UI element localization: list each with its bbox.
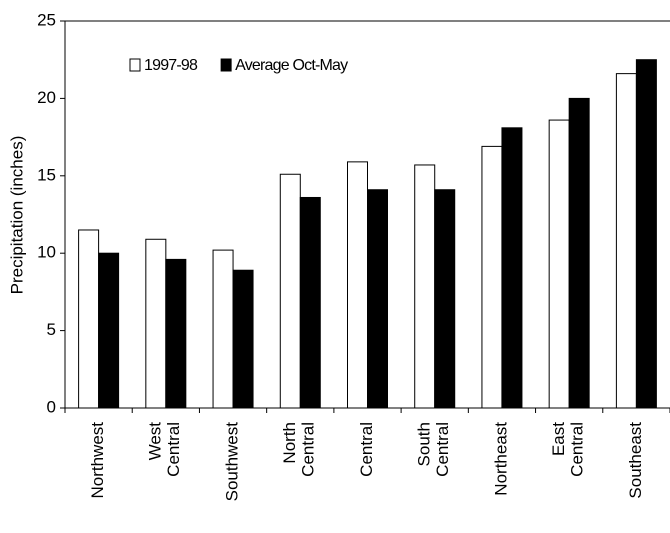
bar — [635, 59, 657, 409]
y-tick-label: 0 — [47, 397, 56, 416]
y-tick-label: 25 — [37, 10, 56, 29]
x-tick-label: WestCentral — [146, 422, 184, 477]
legend-label: Average Oct-May — [235, 57, 348, 74]
x-tick-label: SouthCentral — [415, 422, 453, 477]
bar — [481, 145, 503, 409]
x-tick-label: Northeast — [491, 422, 510, 496]
x-tick-label: Southeast — [626, 422, 645, 499]
bar — [367, 189, 388, 409]
bar — [347, 161, 368, 409]
y-tick-label: 15 — [37, 165, 56, 184]
bar — [414, 164, 436, 409]
bar — [145, 238, 167, 409]
legend-swatch — [129, 58, 141, 72]
y-axis-label: Precipitation (inches) — [7, 136, 26, 295]
y-tick-label: 10 — [37, 243, 56, 262]
bar — [212, 249, 234, 409]
bar — [98, 252, 120, 409]
legend-label: 1997-98 — [144, 57, 198, 74]
bar — [165, 258, 187, 409]
x-tick-label: Southwest — [223, 422, 242, 502]
bar — [232, 269, 254, 409]
bar — [299, 196, 321, 409]
bar — [615, 73, 637, 409]
y-tick-label: 20 — [37, 88, 56, 107]
x-tick-label: Central — [357, 422, 376, 477]
bar — [434, 189, 456, 409]
y-tick-label: 5 — [47, 320, 56, 339]
x-tick-label: NorthCentral — [280, 422, 318, 477]
bar — [279, 173, 301, 409]
bar — [78, 229, 100, 409]
bar — [501, 127, 523, 409]
legend-swatch — [220, 58, 232, 72]
bar — [568, 97, 590, 409]
x-tick-label: EastCentral — [549, 422, 587, 477]
bar — [548, 119, 570, 409]
x-tick-label: Northwest — [88, 422, 107, 499]
